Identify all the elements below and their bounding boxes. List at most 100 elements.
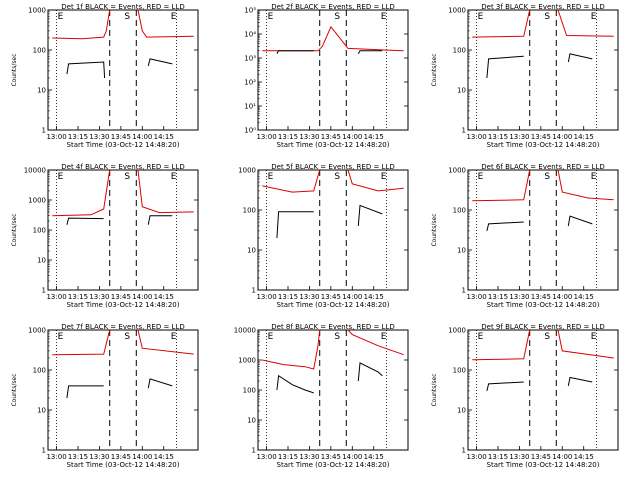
y-tick-label: 1000: [448, 7, 466, 15]
event-marker-label: E: [268, 332, 274, 342]
y-tick-label: 1000: [448, 327, 466, 335]
y-axis-label: Counts/sec: [11, 213, 18, 246]
series-line-2: [347, 169, 404, 192]
x-axis-label: Start Time (03-Oct-12 14:48:20): [67, 461, 180, 469]
y-tick-label: 10⁴: [244, 31, 256, 39]
chart-panel-9: Det 9f BLACK = Events, RED = LLD Counts/s…: [431, 323, 619, 469]
x-tick-label: 13:30: [509, 453, 529, 461]
y-tick-label: 1000: [28, 197, 46, 205]
x-axis-label: Start Time (03-Oct-12 14:48:20): [67, 301, 180, 309]
series-line-1: [262, 329, 321, 370]
x-tick-label: 14:15: [364, 293, 384, 301]
x-tick-label: 13:30: [299, 133, 319, 141]
x-tick-label: 14:15: [574, 453, 594, 461]
event-marker-label: E: [591, 12, 597, 22]
y-tick-label: 100: [33, 227, 46, 235]
chart-title: Det 3f BLACK = Events, RED = LLD: [481, 3, 604, 11]
x-tick-label: 13:15: [278, 133, 298, 141]
x-tick-label: 14:00: [552, 133, 572, 141]
event-marker-label: E: [591, 172, 597, 182]
y-axis-label: Counts/sec: [431, 373, 438, 406]
plot-frame: [47, 169, 199, 291]
series-line-1: [472, 9, 531, 38]
event-marker-label: E: [478, 172, 484, 182]
event-marker-label: S: [124, 12, 130, 22]
y-tick-label: 1: [462, 287, 466, 295]
series-line-1: [52, 329, 111, 356]
y-tick-label: 1: [462, 447, 466, 455]
series-line-2: [137, 9, 194, 38]
x-tick-label: 13:45: [531, 133, 551, 141]
series-line-2: [137, 169, 194, 214]
event-marker-label: E: [381, 172, 387, 182]
y-tick-label: 10³: [244, 55, 256, 63]
x-tick-label: 14:00: [132, 293, 152, 301]
y-tick-label: 100: [33, 47, 46, 55]
x-tick-label: 13:00: [466, 133, 486, 141]
y-tick-label: 1: [252, 287, 256, 295]
y-axis-label: Counts/sec: [431, 213, 438, 246]
x-tick-label: 14:15: [154, 453, 174, 461]
y-tick-label: 1000: [28, 327, 46, 335]
x-tick-label: 13:00: [256, 133, 276, 141]
y-tick-label: 10: [457, 247, 466, 255]
y-tick-label: 10: [457, 87, 466, 95]
series-line-1: [262, 25, 404, 52]
series-line-1: [52, 9, 111, 40]
y-axis-label: Counts/sec: [11, 373, 18, 406]
x-tick-label: 13:15: [488, 293, 508, 301]
x-tick-label: 13:30: [509, 293, 529, 301]
y-tick-label: 100: [243, 207, 256, 215]
series-line-4: [147, 58, 173, 67]
series-line-3: [486, 381, 524, 392]
series-line-3: [486, 221, 524, 232]
x-tick-label: 14:00: [132, 133, 152, 141]
chart-title: Det 7f BLACK = Events, RED = LLD: [61, 323, 184, 331]
y-tick-label: 100: [453, 367, 466, 375]
event-marker-label: E: [591, 332, 597, 342]
x-tick-label: 13:30: [89, 133, 109, 141]
plot-frame: [467, 169, 619, 291]
y-tick-label: 1: [42, 287, 46, 295]
x-tick-label: 13:30: [89, 293, 109, 301]
x-tick-label: 13:00: [256, 453, 276, 461]
y-axis-label: Counts/sec: [11, 53, 18, 86]
event-marker-label: E: [478, 12, 484, 22]
x-tick-label: 13:45: [111, 293, 131, 301]
y-tick-label: 10: [37, 87, 46, 95]
chart-title: Det 6f BLACK = Events, RED = LLD: [481, 163, 604, 171]
y-tick-label: 10¹: [244, 103, 256, 111]
x-tick-label: 13:30: [299, 293, 319, 301]
chart-panel-3: Det 3f BLACK = Events, RED = LLD Counts/s…: [431, 3, 619, 149]
y-tick-label: 1: [42, 447, 46, 455]
chart-panel-5: Det 5f BLACK = Events, RED = LLD 1 10 100 10…: [238, 163, 409, 309]
x-tick-label: 13:00: [256, 293, 276, 301]
series-line-4: [567, 376, 593, 386]
x-tick-label: 14:15: [154, 293, 174, 301]
plot-frame: [467, 9, 619, 131]
chart-title: Det 1f BLACK = Events, RED = LLD: [61, 3, 184, 11]
event-marker-label: E: [171, 12, 177, 22]
event-marker-label: E: [171, 172, 177, 182]
series-line-1: [472, 329, 531, 361]
y-tick-label: 10: [37, 407, 46, 415]
event-marker-label: E: [381, 12, 387, 22]
x-tick-label: 13:15: [488, 133, 508, 141]
x-tick-label: 13:15: [278, 453, 298, 461]
event-marker-label: S: [334, 172, 340, 182]
x-axis-label: Start Time (03-Oct-12 14:48:20): [487, 141, 600, 149]
x-axis-label: Start Time (03-Oct-12 14:48:20): [487, 461, 600, 469]
y-tick-label: 10: [457, 407, 466, 415]
x-axis-label: Start Time (03-Oct-12 14:48:20): [277, 461, 390, 469]
y-tick-label: 1: [252, 447, 256, 455]
plot-frame: [47, 9, 199, 131]
event-marker-label: E: [58, 12, 64, 22]
event-marker-label: E: [268, 172, 274, 182]
series-line-4: [567, 53, 593, 63]
event-marker-label: E: [268, 12, 274, 22]
y-tick-label: 1000: [238, 167, 256, 175]
x-tick-label: 13:45: [531, 293, 551, 301]
series-line-2: [557, 329, 614, 359]
x-tick-label: 13:15: [68, 133, 88, 141]
